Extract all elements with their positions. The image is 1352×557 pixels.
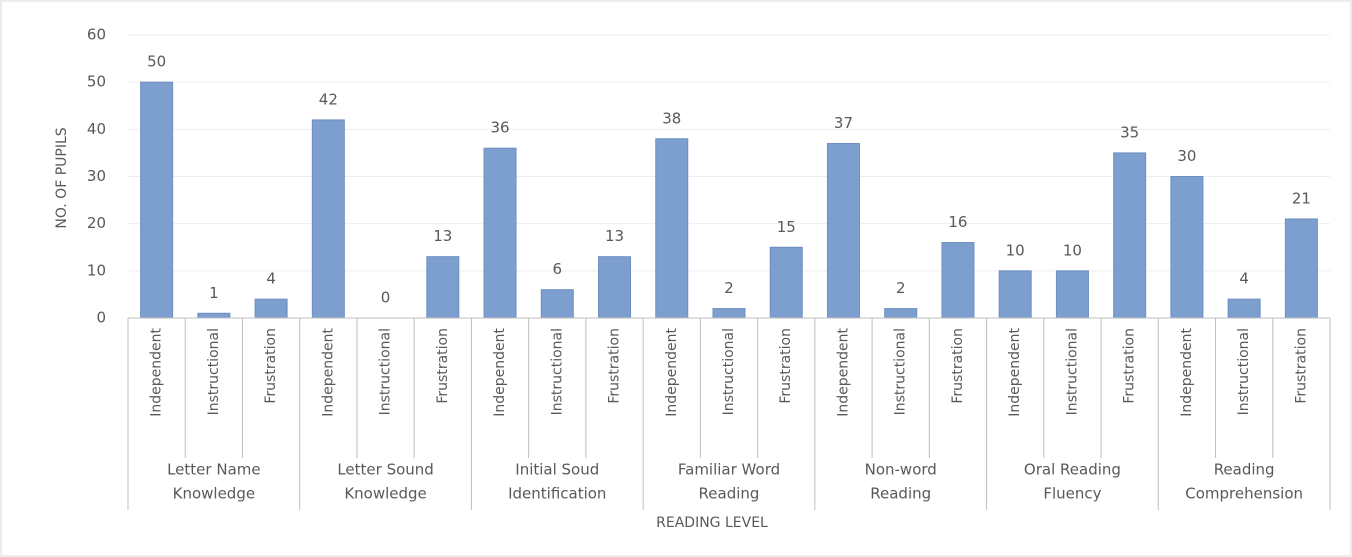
x-tick-label: Independent (1007, 328, 1023, 417)
y-tick-label: 10 (87, 261, 106, 279)
bar (1227, 298, 1261, 319)
bar (197, 312, 231, 319)
bar (769, 246, 803, 319)
group-label: Reading (870, 485, 931, 503)
x-axis-label: READING LEVEL (656, 515, 768, 531)
y-tick-label: 60 (87, 26, 106, 44)
data-label: 42 (319, 90, 338, 108)
x-tick-label: Independent (835, 328, 851, 417)
x-tick-label: Instructional (721, 328, 737, 415)
bar (941, 242, 975, 319)
x-tick-label: Frustration (950, 328, 966, 404)
x-tick-label: Frustration (1293, 328, 1309, 404)
bar (311, 119, 345, 319)
data-label: 2 (896, 279, 906, 297)
y-tick-label: 0 (96, 309, 106, 327)
group-label: Non-word (865, 461, 937, 479)
data-label: 10 (1063, 241, 1082, 259)
group-label: Reading (699, 485, 760, 503)
x-tick-label: Instructional (549, 328, 565, 415)
data-label: 15 (777, 218, 796, 236)
bar (884, 308, 918, 319)
x-tick-label: Frustration (263, 328, 279, 404)
group-label: Knowledge (173, 485, 255, 503)
y-tick-label: 20 (87, 214, 106, 232)
x-tick-label: Independent (664, 328, 680, 417)
bar (254, 298, 288, 319)
y-axis-label: NO. OF PUPILS (54, 127, 70, 228)
data-label: 10 (1006, 241, 1025, 259)
x-tick-label: Instructional (206, 328, 222, 415)
group-label: Reading (1214, 461, 1275, 479)
x-tick-label: Instructional (1236, 328, 1252, 415)
x-tick-label: Independent (1179, 328, 1195, 417)
group-label: Oral Reading (1024, 461, 1121, 479)
group-label: Familiar Word (678, 461, 780, 479)
data-label: 0 (381, 289, 391, 307)
x-tick-label: Independent (492, 328, 508, 417)
bar (483, 147, 517, 319)
data-label: 13 (605, 227, 624, 245)
data-label: 4 (1239, 270, 1249, 288)
data-label: 16 (948, 213, 967, 231)
bar (826, 142, 860, 319)
data-label: 37 (834, 114, 853, 132)
bar (540, 289, 574, 319)
data-label: 35 (1120, 123, 1139, 141)
group-label: Letter Sound (337, 461, 433, 479)
y-tick-label: 40 (87, 120, 106, 138)
group-label: Fluency (1043, 485, 1101, 503)
bar (998, 270, 1032, 319)
x-tick-label: Frustration (1122, 328, 1138, 404)
data-label: 50 (147, 53, 166, 71)
group-label: Comprehension (1185, 485, 1303, 503)
x-tick-label: Instructional (1064, 328, 1080, 415)
group-label: Identification (508, 485, 606, 503)
y-tick-label: 50 (87, 73, 106, 91)
x-tick-label: Frustration (607, 328, 623, 404)
data-label: 1 (209, 284, 219, 302)
x-tick-label: Independent (320, 328, 336, 417)
data-label: 36 (491, 119, 510, 137)
data-label: 6 (553, 260, 563, 278)
bar (1284, 218, 1318, 319)
x-tick-label: Instructional (378, 328, 394, 415)
y-tick-label: 30 (87, 167, 106, 185)
group-label: Letter Name (167, 461, 261, 479)
bar (1170, 176, 1204, 319)
data-label: 2 (724, 279, 734, 297)
bar (712, 308, 746, 319)
bar (140, 81, 174, 319)
bar (1055, 270, 1089, 319)
data-label: 30 (1177, 147, 1196, 165)
x-tick-label: Frustration (435, 328, 451, 404)
bar (426, 256, 460, 319)
bar (655, 138, 689, 319)
data-label: 38 (662, 109, 681, 127)
group-label: Knowledge (344, 485, 426, 503)
x-tick-label: Frustration (778, 328, 794, 404)
data-label: 13 (433, 227, 452, 245)
bar (1113, 152, 1147, 319)
x-tick-label: Instructional (893, 328, 909, 415)
group-label: Initial Soud (515, 461, 599, 479)
data-label: 21 (1292, 189, 1311, 207)
x-tick-label: Independent (149, 328, 165, 417)
data-label: 4 (266, 270, 276, 288)
bar (598, 256, 632, 319)
